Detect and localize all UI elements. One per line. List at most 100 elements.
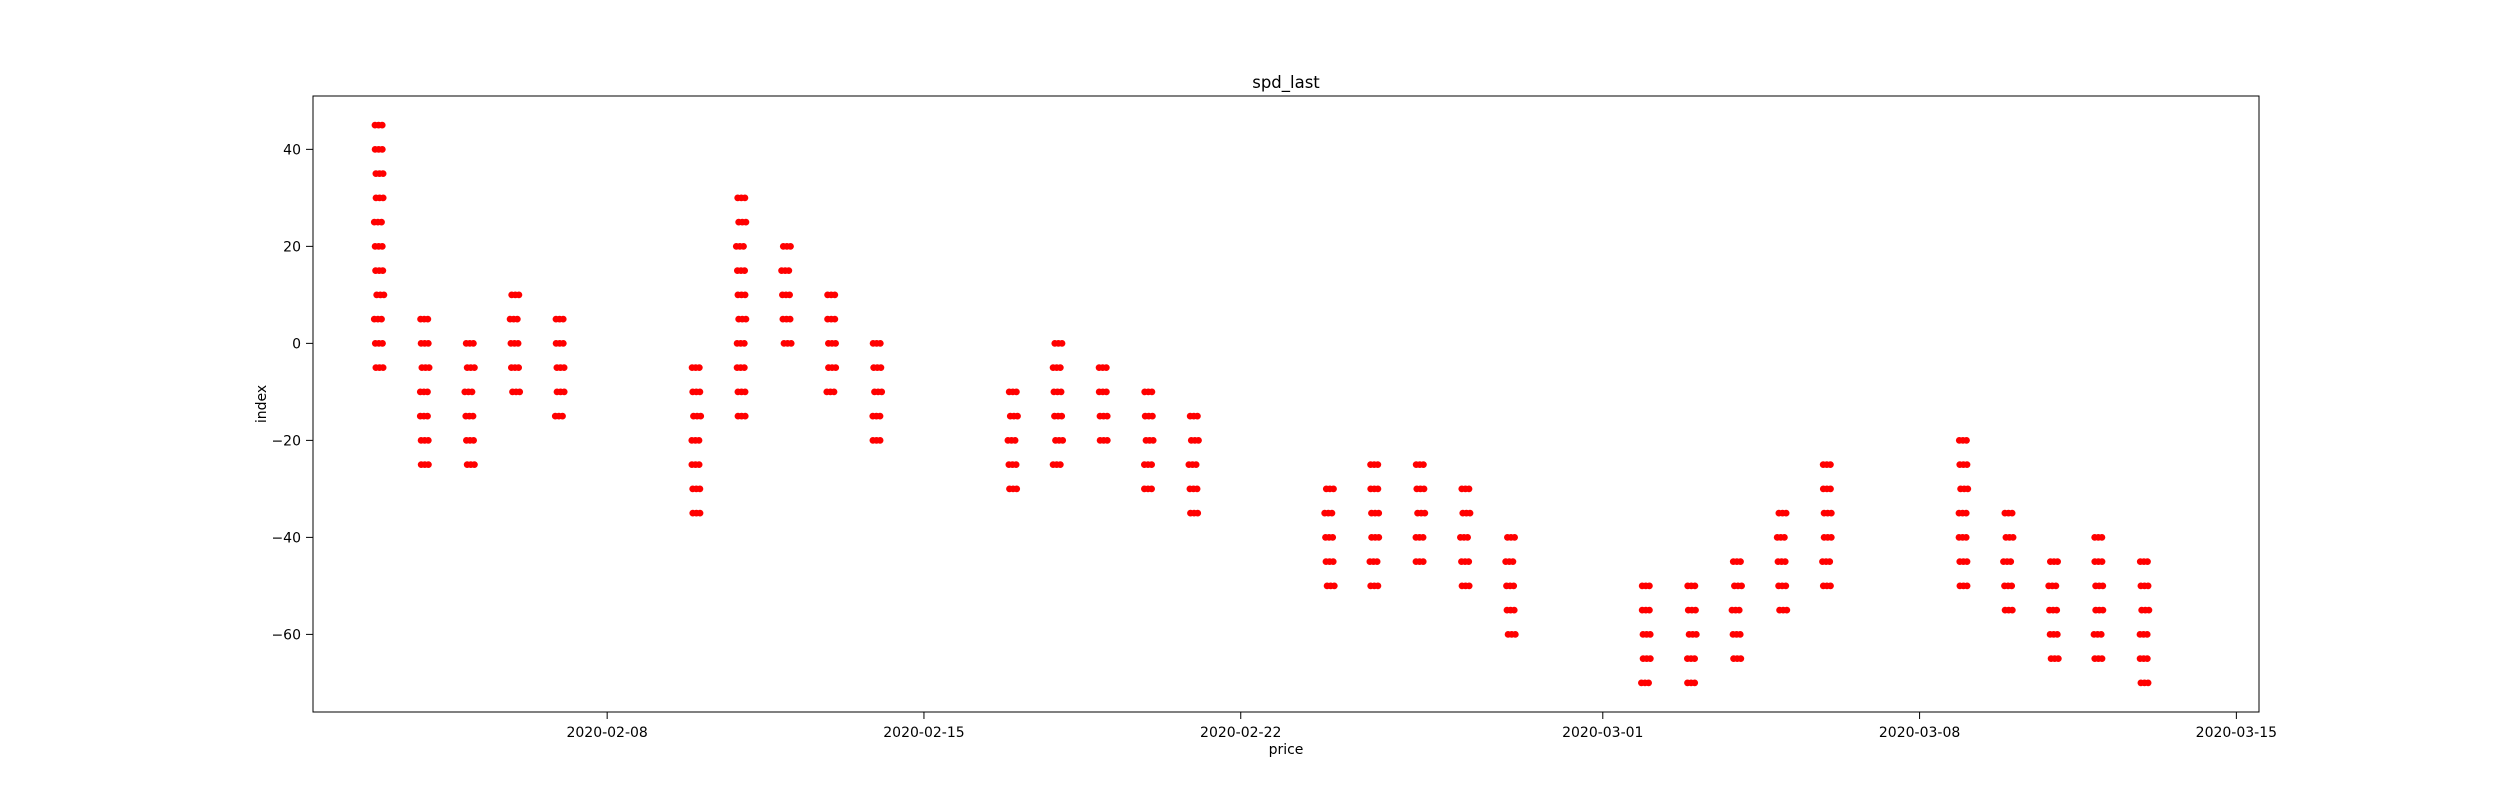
data-point [740,340,748,347]
data-point [2143,631,2151,638]
data-point [1059,437,1067,444]
plot-area-frame [312,95,2260,713]
data-point [2008,509,2016,517]
data-point [469,412,477,420]
data-point [379,267,387,274]
data-point [1464,534,1471,541]
data-point [786,315,794,323]
y-tick-label: −40 [271,530,301,546]
data-point [1103,437,1111,444]
data-point [831,291,839,299]
data-point [1736,631,1744,638]
data-point [741,388,749,396]
data-point [2054,558,2062,565]
data-point [515,291,523,299]
y-axis-label: index [254,385,270,423]
data-point [471,364,478,371]
data-point [468,388,476,396]
x-tick-label: 2020-03-01 [1562,725,1643,741]
data-point [1465,582,1473,590]
data-point [1963,582,1971,590]
data-point [2145,606,2153,614]
data-point [1691,655,1698,662]
data-point [787,243,794,250]
data-point [1375,534,1383,541]
data-point [1328,509,1336,517]
data-point [1193,485,1201,493]
data-point [1511,534,1518,541]
data-point [1148,461,1155,468]
data-point [379,194,387,202]
data-point [741,291,749,299]
data-point [1102,364,1110,371]
data-point [424,315,432,323]
data-point [470,340,477,347]
y-tick-label: −20 [271,433,301,449]
y-tick-label: −60 [271,627,301,643]
x-tick-label: 2020-02-08 [566,725,647,741]
x-tick-label: 2020-03-08 [1879,725,1960,741]
data-point [424,388,431,396]
data-point [832,340,839,347]
data-point [1691,679,1699,687]
data-point [1692,606,1699,614]
data-point [1692,631,1700,638]
data-point [516,388,524,396]
data-point [1148,485,1155,493]
data-point [424,340,432,347]
data-point [2052,582,2060,590]
data-point [1103,388,1110,396]
data-point [1963,461,1971,468]
data-point [1374,461,1382,468]
data-point [1827,509,1835,517]
data-point [379,170,387,178]
data-point [1509,558,1517,565]
data-point [1963,437,1970,444]
data-point [1192,461,1200,468]
data-point [514,340,522,347]
data-point [740,364,748,371]
data-point [1013,485,1021,493]
data-point [470,437,477,444]
data-point [1827,534,1835,541]
y-tick-label: 20 [283,239,301,255]
data-point [1827,461,1834,468]
data-point [741,412,749,420]
data-point [1373,558,1381,565]
data-point [1194,509,1202,517]
data-point [559,412,566,420]
data-point [1421,509,1429,517]
data-point [876,437,884,444]
data-point [1013,388,1020,396]
data-point [513,315,521,323]
data-point [1329,558,1337,565]
data-point [742,218,750,226]
data-point [1827,582,1834,590]
data-point [1419,558,1427,565]
data-point [1646,606,1653,614]
data-point [1329,534,1337,541]
data-point [560,364,568,371]
data-point [1781,558,1789,565]
data-point [696,509,704,517]
data-point [1782,582,1790,590]
y-axis-ticks: 40 20 0 −20 −40 −60 [271,142,313,643]
data-point [1420,485,1428,493]
data-point [2053,631,2061,638]
x-tick-label: 2020-03-15 [2196,725,2277,741]
data-point [424,437,432,444]
data-point [1330,485,1337,493]
data-point [2009,534,2017,541]
data-point [830,388,838,396]
y-tick-label: 40 [283,142,301,158]
data-point [787,340,795,347]
data-point [696,485,704,493]
data-point [1374,485,1382,493]
data-point [1646,631,1654,638]
data-point [1782,509,1790,517]
chart-title: spd_last [1252,73,1320,93]
data-point [1511,631,1519,638]
data-point [2099,606,2107,614]
data-point [1057,388,1065,396]
data-point [2143,655,2151,662]
